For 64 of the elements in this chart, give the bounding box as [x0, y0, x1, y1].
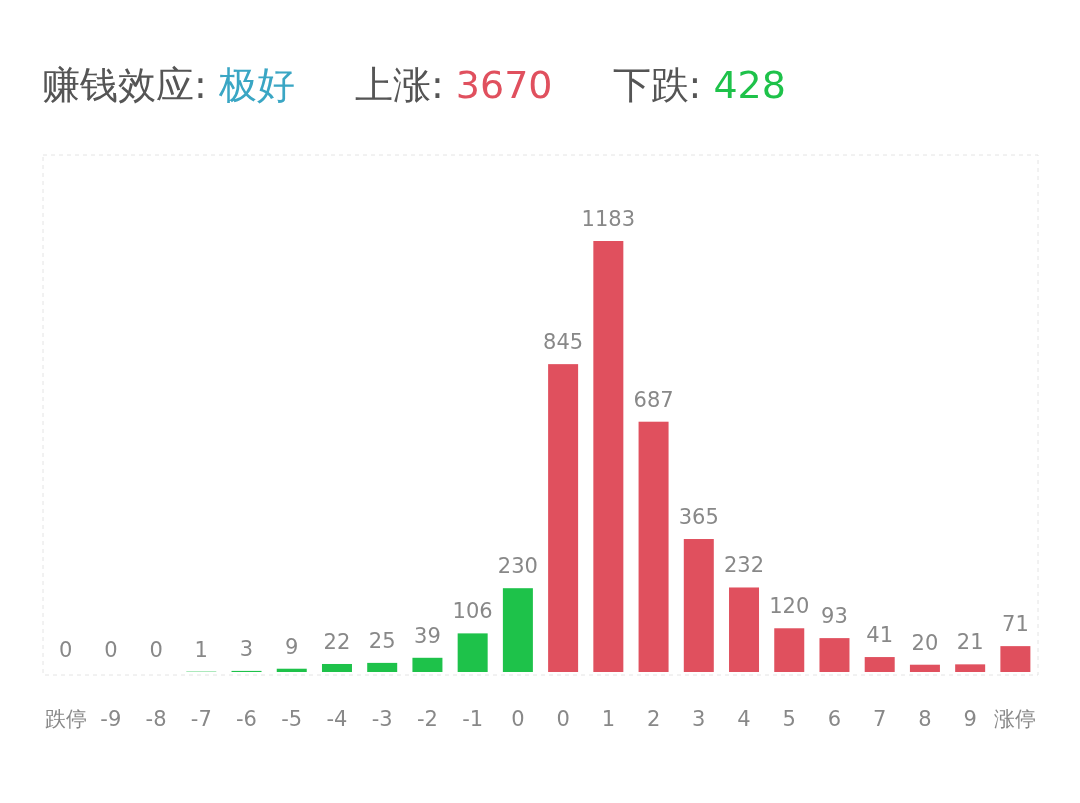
x-tick-label: 4: [737, 707, 751, 731]
x-tick-label: -6: [236, 707, 257, 731]
data-label: 22: [323, 629, 351, 654]
x-tick-label: 9: [963, 707, 977, 731]
data-label: 41: [866, 623, 894, 648]
bar: [819, 638, 850, 672]
data-label: 9: [285, 634, 299, 659]
data-label: 230: [497, 554, 538, 579]
x-tick-label: -7: [190, 707, 212, 731]
data-label: 0: [104, 638, 118, 662]
bar: [593, 241, 624, 672]
x-tick-label: -4: [326, 707, 348, 731]
text: 上涨: 3670: [354, 63, 553, 107]
data-label: 21: [956, 630, 984, 655]
x-tick-label: -3: [371, 707, 393, 731]
data-label: 232: [723, 553, 765, 578]
data-label: 39: [414, 623, 441, 648]
data-label: 365: [678, 505, 719, 530]
bar: [683, 539, 714, 672]
x-tick-label: 5: [782, 707, 796, 731]
data-label: 71: [1002, 612, 1029, 637]
data-label: 3: [239, 636, 254, 661]
data-label: 106: [452, 599, 493, 624]
bar: [909, 664, 940, 672]
data-label: 0: [149, 638, 163, 662]
bar: [412, 657, 443, 672]
data-label: 1183: [581, 207, 636, 231]
bar: [1000, 646, 1031, 672]
x-tick-label: -1: [462, 707, 484, 731]
x-tick-label: -5: [281, 707, 303, 731]
x-tick-label: -8: [145, 707, 167, 731]
bar: [955, 664, 986, 672]
x-tick-label: 6: [827, 707, 842, 731]
data-label: 25: [368, 628, 396, 653]
x-tick-label: 跌停: [44, 707, 87, 731]
x-tick-label: 3: [692, 707, 706, 731]
bar: [321, 663, 352, 672]
x-tick-label: 7: [873, 707, 887, 731]
x-tick-label: -2: [416, 707, 438, 731]
x-tick-label: 0: [556, 707, 570, 731]
bar: [367, 662, 398, 672]
bar: [729, 587, 760, 672]
x-tick-label: 涨停: [994, 707, 1037, 731]
text: 下跌: 428: [612, 63, 786, 107]
bar: [548, 364, 579, 672]
data-label: 845: [543, 330, 584, 355]
bar: [774, 628, 805, 672]
data-label: 120: [769, 594, 810, 619]
x-tick-label: 2: [646, 707, 661, 731]
data-label: 20: [911, 630, 939, 655]
data-label: 93: [821, 604, 848, 629]
bar: [457, 633, 488, 672]
x-tick-label: -9: [100, 707, 122, 731]
chart-title: 赚钱效应: 极好: [42, 63, 295, 107]
bar: [276, 668, 307, 672]
bar: [502, 588, 533, 672]
data-label: 1: [194, 637, 208, 662]
data-label: 687: [633, 387, 674, 412]
data-label: 0: [58, 638, 73, 662]
x-tick-label: 8: [918, 707, 932, 731]
bar: [864, 657, 895, 672]
x-tick-label: 1: [601, 707, 616, 731]
x-tick-label: 0: [511, 707, 525, 731]
bar: [638, 421, 669, 672]
